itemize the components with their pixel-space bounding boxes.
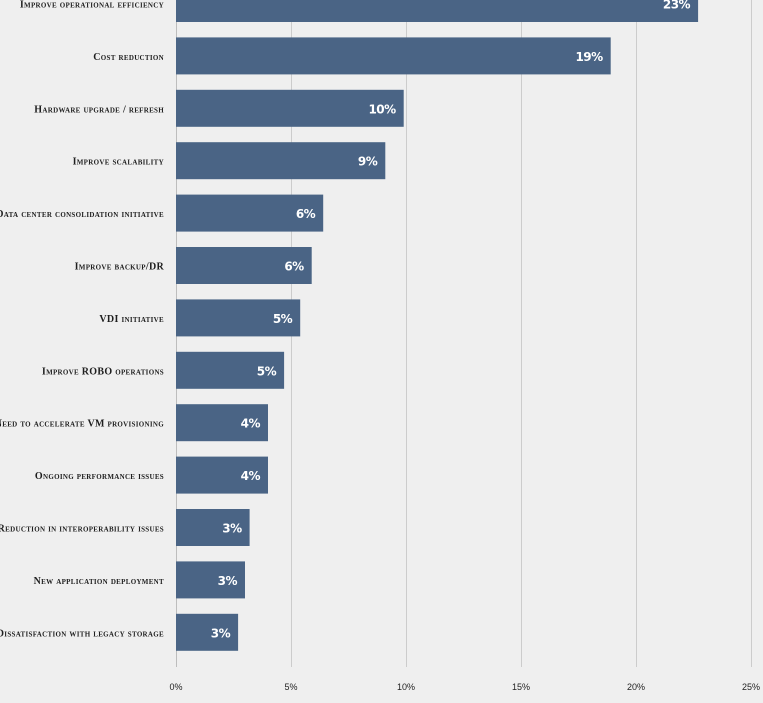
category-label: Ongoing performance issues	[35, 471, 164, 482]
bar	[176, 351, 285, 389]
bar	[176, 89, 404, 127]
data-label: 3%	[218, 574, 238, 588]
value-labels: 23% 19% 10% 9% 6% 6% 5% 5% 4% 4% 3% 3% 3%	[211, 0, 691, 640]
bar	[176, 509, 250, 546]
x-tick-label: 15%	[512, 682, 530, 692]
category-label: Reduction in interoperability issues	[0, 524, 164, 535]
x-tick-label: 20%	[627, 682, 645, 692]
bar	[176, 299, 301, 337]
category-label: Improve backup/DR	[75, 262, 165, 273]
bar	[176, 561, 245, 599]
x-tick-label: 10%	[397, 682, 415, 692]
data-label: 23%	[663, 0, 691, 12]
bar	[176, 37, 611, 75]
category-label: VDI initiative	[99, 314, 164, 325]
data-label: 3%	[211, 626, 231, 640]
data-label: 5%	[273, 312, 293, 326]
data-label: 19%	[575, 50, 603, 64]
bars	[176, 0, 699, 651]
category-label: Improve operational efficiency	[20, 0, 164, 11]
x-tick-label: 0%	[169, 682, 182, 692]
x-tick-label: 5%	[284, 682, 297, 692]
data-label: 6%	[296, 207, 316, 221]
data-label: 4%	[241, 469, 261, 483]
data-label: 6%	[284, 260, 304, 274]
data-label: 10%	[368, 102, 396, 116]
category-label: Dissatisfaction with legacy storage	[0, 628, 164, 639]
data-label: 3%	[222, 522, 242, 536]
category-label: Cost reduction	[93, 52, 164, 63]
bar	[176, 194, 324, 232]
category-label: Data center consolidation initiative	[0, 209, 164, 220]
x-tick-label: 25%	[742, 682, 760, 692]
category-label: Hardware upgrade / refresh	[34, 104, 164, 115]
category-label: Improve ROBO operations	[42, 366, 164, 377]
bar	[176, 247, 312, 284]
bar	[176, 404, 268, 442]
data-label: 5%	[257, 364, 277, 378]
category-label: Improve scalability	[73, 157, 164, 168]
x-axis-ticks: 0% 5% 10% 15% 20% 25%	[169, 682, 760, 692]
bar	[176, 456, 268, 494]
category-labels: Improve operational efficiency Cost reduc…	[0, 0, 164, 639]
data-label: 9%	[358, 155, 378, 169]
bar	[176, 0, 699, 22]
category-label: Need to accelerate VM provisioning	[0, 419, 164, 430]
category-label: New application deployment	[34, 576, 164, 587]
data-label: 4%	[241, 417, 261, 431]
bar	[176, 142, 386, 180]
bar	[176, 613, 239, 651]
